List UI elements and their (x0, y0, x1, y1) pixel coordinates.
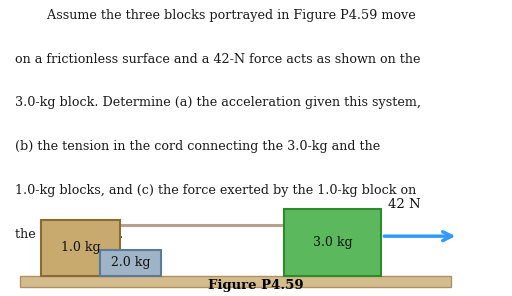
Bar (41, 220, 120, 276)
Text: 42 N: 42 N (388, 198, 421, 211)
Text: on a frictionless surface and a 42-N force acts as shown on the: on a frictionless surface and a 42-N for… (15, 53, 421, 66)
Text: 3.0 kg: 3.0 kg (313, 237, 353, 249)
Text: the 2.0-kg block.: the 2.0-kg block. (15, 228, 123, 241)
Text: (b) the tension in the cord connecting the 3.0-kg and the: (b) the tension in the cord connecting t… (15, 140, 380, 153)
Bar (100, 250, 161, 276)
Bar (284, 210, 381, 276)
Text: 2.0 kg: 2.0 kg (111, 256, 151, 269)
Text: 3.0-kg block. Determine (a) the acceleration given this system,: 3.0-kg block. Determine (a) the accelera… (15, 96, 421, 110)
Text: Assume the three blocks portrayed in Figure P4.59 move: Assume the three blocks portrayed in Fig… (15, 9, 416, 22)
Text: 1.0 kg: 1.0 kg (61, 242, 100, 255)
Text: Figure P4.59: Figure P4.59 (208, 279, 304, 292)
Text: 1.0-kg blocks, and (c) the force exerted by the 1.0-kg block on: 1.0-kg blocks, and (c) the force exerted… (15, 184, 417, 197)
Bar (20, 276, 451, 287)
